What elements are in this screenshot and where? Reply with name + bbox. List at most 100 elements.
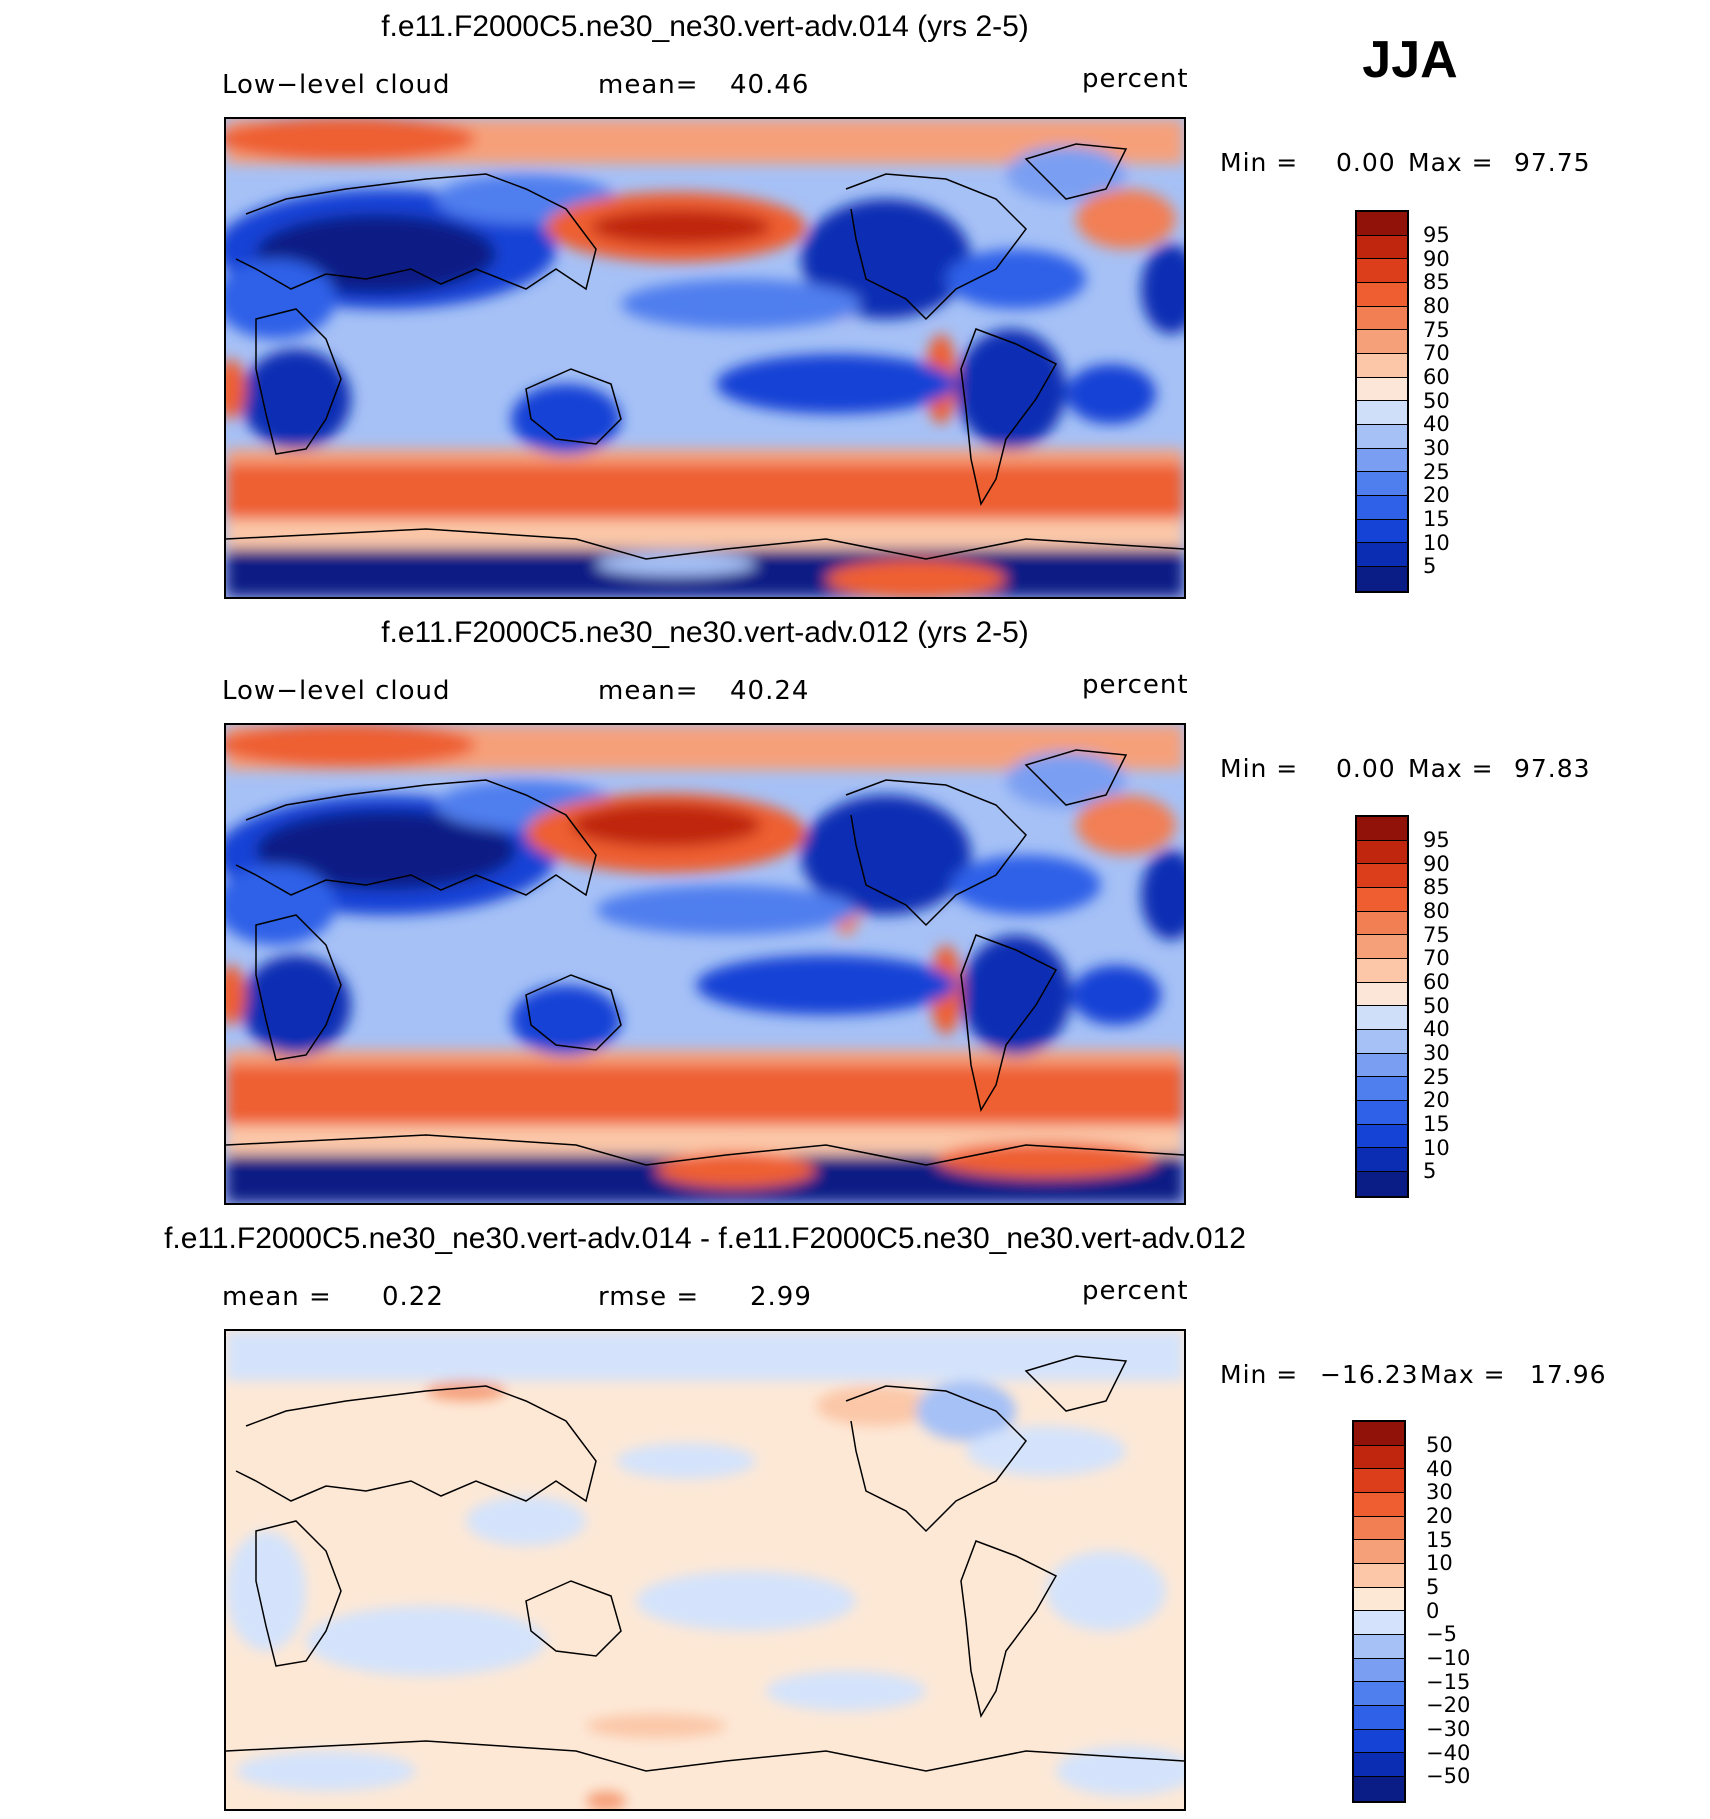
colorbar-tick-label: 15	[1423, 507, 1450, 532]
colorbar-swatch	[1354, 1587, 1404, 1612]
colorbar-tick-label: 50	[1423, 993, 1450, 1018]
colorbar-tick-label: 25	[1423, 1064, 1450, 1089]
colorbar-tick-label: 60	[1423, 970, 1450, 995]
colorbar-swatch	[1354, 1492, 1404, 1517]
colorbar-swatch	[1354, 1611, 1404, 1635]
max-label: Max =	[1408, 754, 1494, 783]
colorbar-swatch	[1357, 330, 1407, 354]
colorbar-swatch	[1354, 1729, 1404, 1754]
colorbar-swatch	[1354, 1634, 1404, 1659]
rmse-label: rmse =	[598, 1282, 700, 1312]
colorbar-swatch	[1354, 1658, 1404, 1683]
colorbar-swatch	[1357, 401, 1407, 425]
panel-title: f.e11.F2000C5.ne30_ne30.vert-adv.012 (yr…	[381, 616, 1029, 649]
map-plot	[224, 1329, 1186, 1811]
colorbar-tick-label: 30	[1423, 436, 1450, 461]
map-plot	[224, 117, 1186, 599]
panel-title: f.e11.F2000C5.ne30_ne30.vert-adv.014 (yr…	[381, 10, 1029, 43]
colorbar-swatch	[1354, 1776, 1404, 1801]
map-plot	[224, 723, 1186, 1205]
min-value: 0.00	[1336, 148, 1396, 177]
colorbar-swatch	[1357, 864, 1407, 888]
colorbar-swatch	[1354, 1516, 1404, 1541]
mean-label: mean=	[598, 676, 699, 706]
colorbar-tick-label: 80	[1423, 294, 1450, 319]
colorbar-swatch	[1357, 472, 1407, 496]
colorbar-swatch	[1354, 1563, 1404, 1588]
colorbar-swatch	[1357, 911, 1407, 936]
colorbar-tick-label: 10	[1423, 530, 1450, 555]
colorbar-tick-label: 5	[1423, 1159, 1437, 1184]
colorbar-swatches	[1355, 815, 1409, 1198]
min-value: −16.23	[1320, 1360, 1419, 1389]
colorbar-swatch	[1357, 282, 1407, 307]
colorbar-tick-label: 90	[1423, 246, 1450, 271]
colorbar-swatch	[1357, 1029, 1407, 1054]
field-label: Low−level cloud	[222, 676, 451, 706]
max-label: Max =	[1408, 148, 1494, 177]
colorbar-tick-label: −50	[1426, 1764, 1471, 1789]
colorbar-tick-label: −30	[1426, 1717, 1471, 1742]
colorbar-tick-label: −15	[1426, 1669, 1471, 1694]
season-label: JJA	[1362, 31, 1458, 89]
colorbar-swatch	[1357, 306, 1407, 331]
colorbar-tick-label: 50	[1423, 388, 1450, 413]
colorbar-swatch	[1357, 212, 1407, 236]
mean-label: mean=	[598, 70, 699, 100]
units-label: percent	[1082, 670, 1189, 700]
colorbar-tick-label: 80	[1423, 899, 1450, 924]
colorbar-swatch	[1357, 1148, 1407, 1172]
colorbar-tick-label: 85	[1423, 875, 1450, 900]
colorbar-tick-label: 95	[1423, 223, 1450, 248]
colorbar-swatch	[1354, 1445, 1404, 1470]
colorbar-swatch	[1357, 1124, 1407, 1149]
colorbar-swatch	[1357, 1053, 1407, 1078]
max-value: 97.75	[1514, 148, 1591, 177]
panel-title: f.e11.F2000C5.ne30_ne30.vert-adv.014 - f…	[164, 1222, 1246, 1255]
colorbar-tick-label: −40	[1426, 1740, 1471, 1765]
max-value: 17.96	[1530, 1360, 1607, 1389]
colorbar-swatch	[1354, 1753, 1404, 1777]
colorbar-tick-label: 75	[1423, 922, 1450, 947]
colorbar-swatch	[1357, 958, 1407, 983]
colorbar-swatch	[1357, 1171, 1407, 1196]
colorbar-tick-label: 40	[1423, 1017, 1450, 1042]
colorbar-swatch	[1357, 543, 1407, 567]
colorbar-swatch	[1357, 353, 1407, 378]
colorbar-swatch	[1354, 1540, 1404, 1564]
min-value: 0.00	[1336, 754, 1396, 783]
colorbar-swatch	[1357, 448, 1407, 473]
colorbar-swatch	[1354, 1469, 1404, 1493]
colorbar-swatch	[1357, 817, 1407, 841]
colorbar-swatch	[1357, 377, 1407, 402]
colorbar-tick-label: −5	[1426, 1622, 1457, 1647]
colorbar-swatch	[1357, 1100, 1407, 1125]
colorbar-tick-label: 95	[1423, 828, 1450, 853]
min-label: Min =	[1220, 148, 1299, 177]
colorbar-tick-label: 20	[1426, 1504, 1453, 1529]
colorbar-tick-label: 70	[1423, 341, 1450, 366]
colorbar-tick-label: 20	[1423, 1088, 1450, 1113]
colorbar-tick-label: 30	[1423, 1041, 1450, 1066]
colorbar-tick-label: −20	[1426, 1693, 1471, 1718]
colorbar-swatch	[1357, 1006, 1407, 1030]
colorbar-swatch	[1357, 982, 1407, 1007]
colorbar-swatch	[1354, 1422, 1404, 1446]
colorbar-swatch	[1357, 887, 1407, 912]
colorbar-tick-label: 90	[1423, 851, 1450, 876]
colorbar-swatch	[1357, 519, 1407, 544]
field-label: Low−level cloud	[222, 70, 451, 100]
colorbar-tick-label: 15	[1423, 1112, 1450, 1137]
colorbar-tick-label: 20	[1423, 483, 1450, 508]
mean-value: 40.46	[730, 70, 810, 100]
colorbar-swatch	[1357, 259, 1407, 283]
colorbar-tick-label: 10	[1426, 1551, 1453, 1576]
colorbar-tick-label: 40	[1426, 1456, 1453, 1481]
colorbar-swatch	[1357, 495, 1407, 520]
colorbar-tick-label: 0	[1426, 1598, 1440, 1623]
colorbar-swatch	[1357, 840, 1407, 865]
mean-value: 40.24	[730, 676, 810, 706]
colorbar-tick-label: 5	[1423, 554, 1437, 579]
colorbar-swatch	[1357, 566, 1407, 591]
colorbar-swatch	[1354, 1682, 1404, 1706]
